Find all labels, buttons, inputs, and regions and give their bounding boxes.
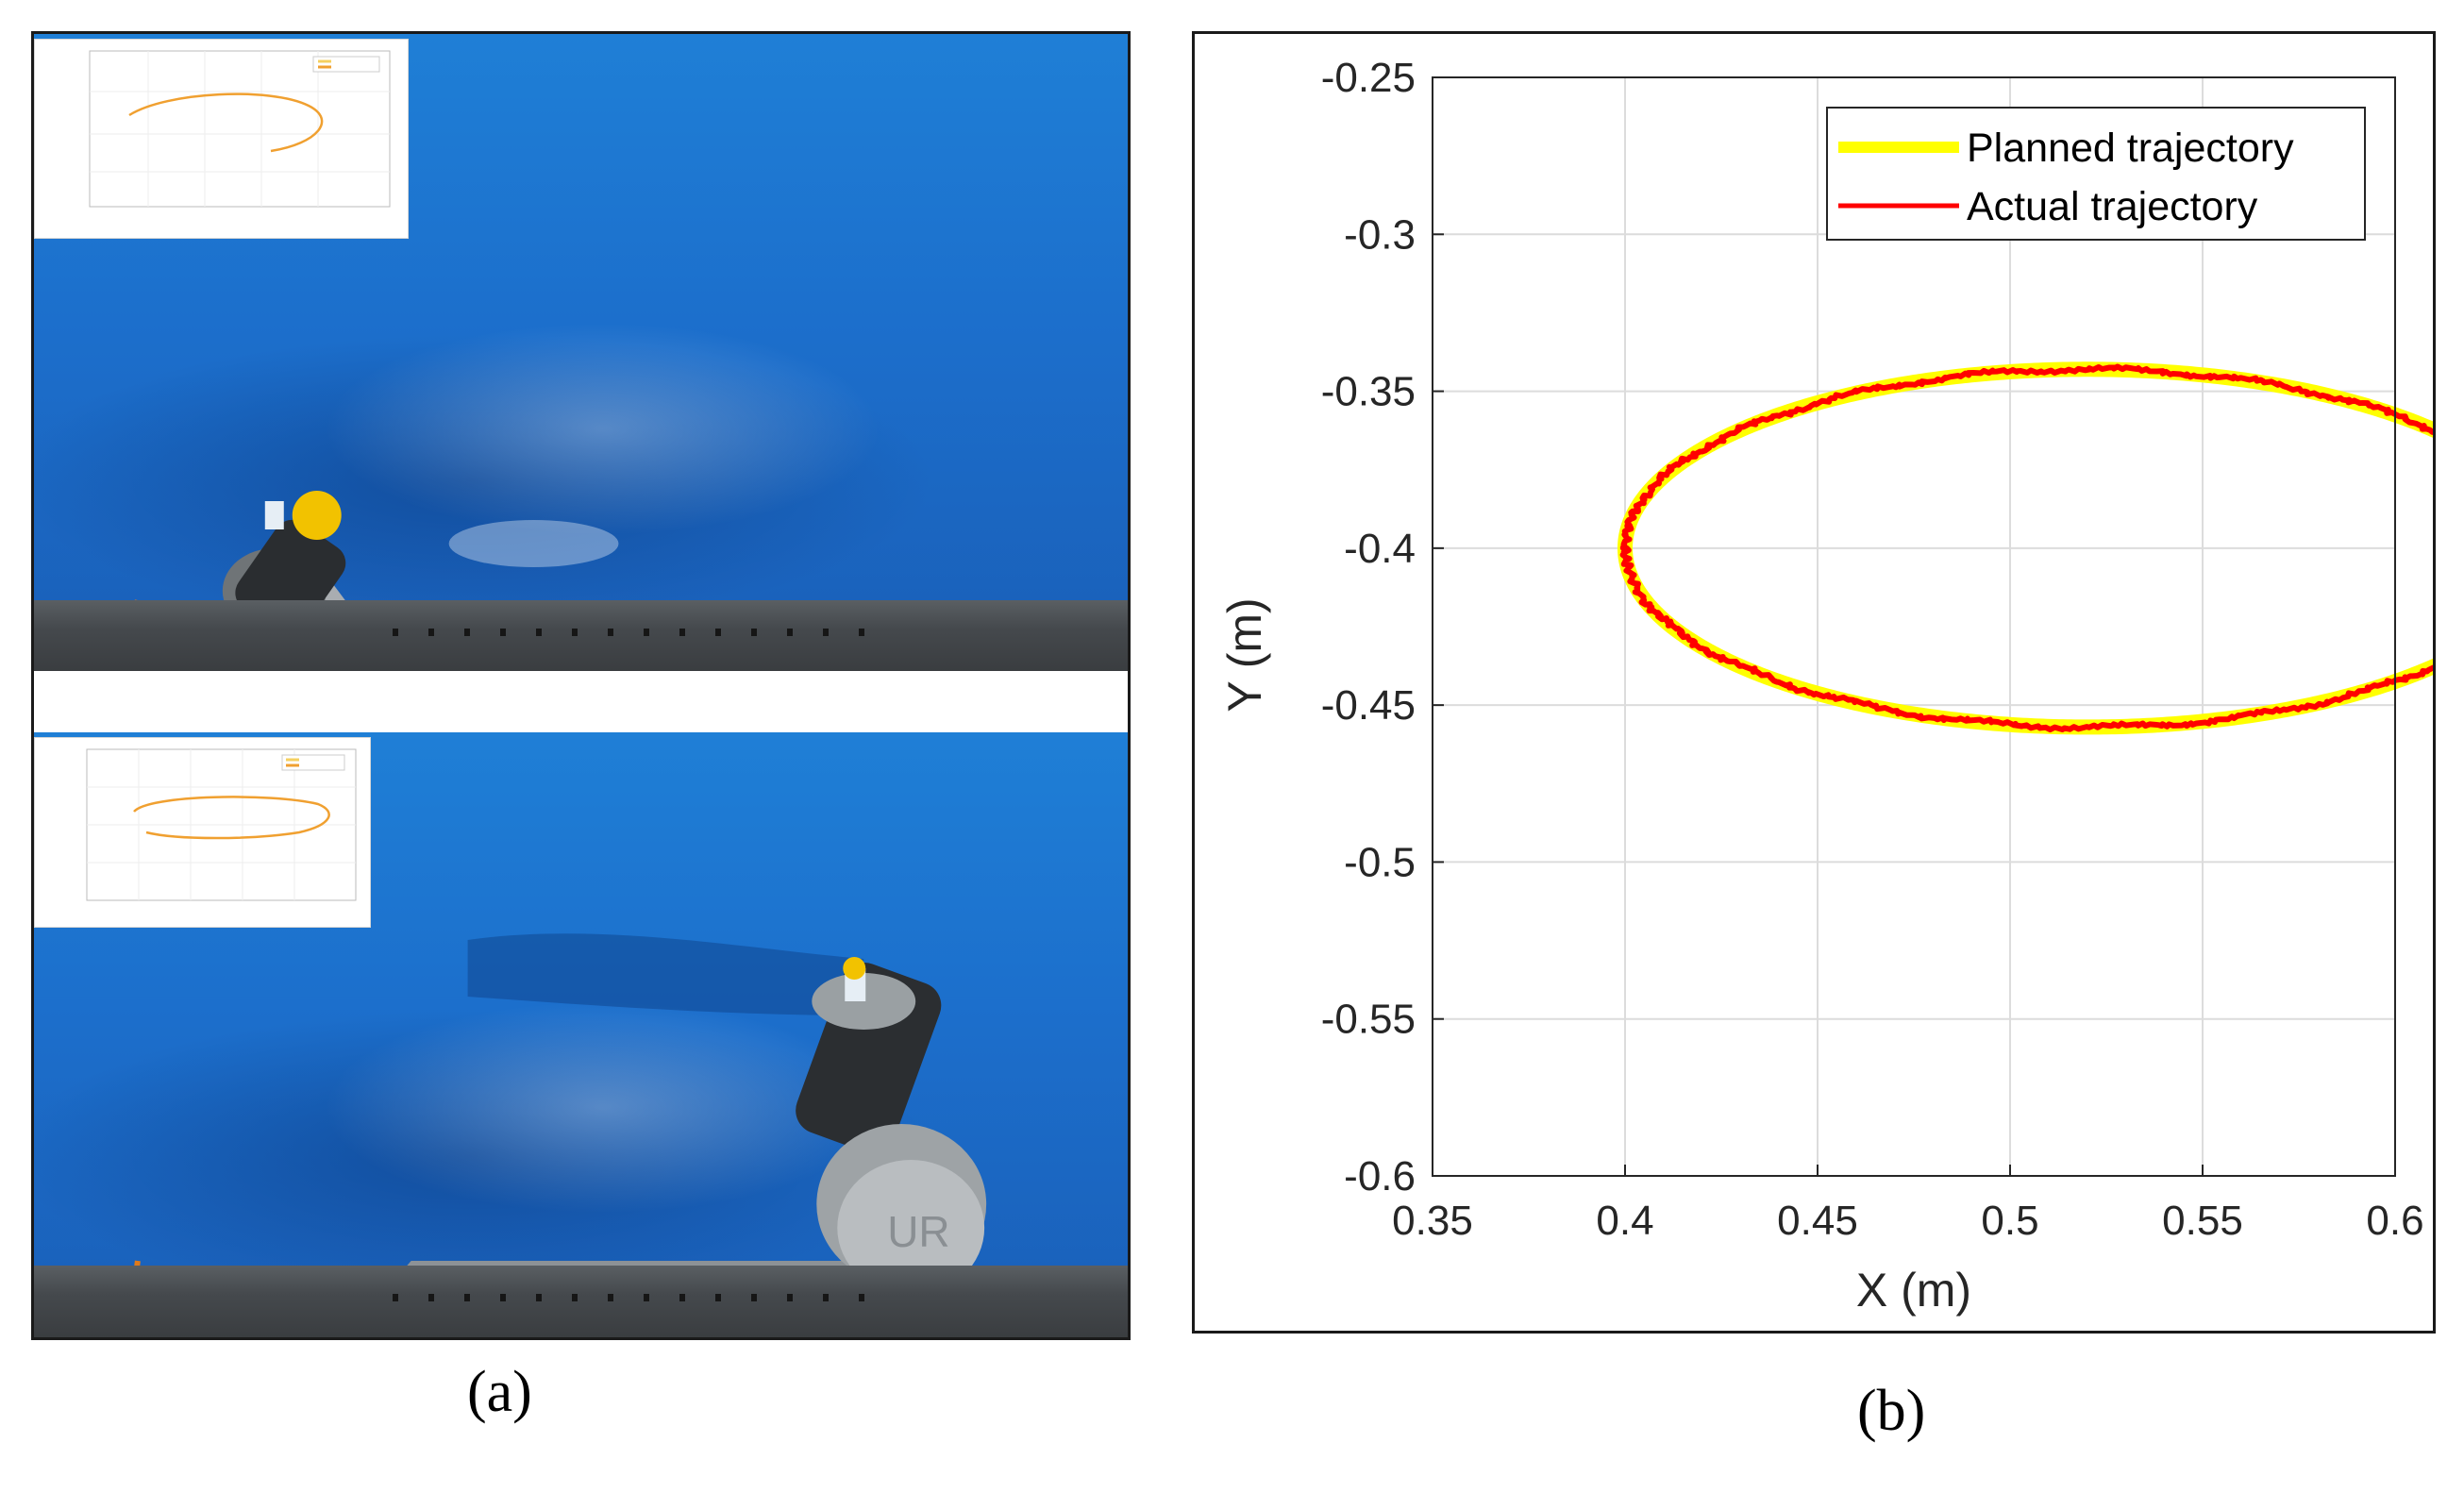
series-layer [1618, 361, 2433, 735]
actual-trajectory-line [1619, 363, 2433, 733]
steel-rail [34, 1266, 1128, 1337]
x-axis-title: X (m) [1856, 1264, 1971, 1317]
robot-photo-top [34, 34, 1128, 671]
caption-b: (b) [1857, 1379, 1926, 1443]
legend-box [1826, 107, 2366, 241]
x-tick-label: 0.55 [2162, 1198, 2243, 1244]
x-tick-label: 0.45 [1777, 1198, 1858, 1244]
legend-label-planned: Planned trajectory [1967, 126, 2294, 171]
steel-rail [34, 600, 1128, 671]
caption-a: (a) [467, 1360, 532, 1424]
y-tick-label: -0.6 [1344, 1153, 1416, 1199]
inset-trajectory-plot-bottom [34, 737, 371, 928]
y-tick-label: -0.25 [1321, 55, 1416, 101]
panel-divider [34, 671, 1128, 735]
y-tick-label: -0.4 [1344, 526, 1416, 572]
y-tick-label: -0.45 [1321, 682, 1416, 729]
x-tick-label: 0.4 [1596, 1198, 1653, 1244]
ticks: 0.35 0.4 0.45 0.5 0.55 0.6 -0.6 -0.55 -0.5 -0.45 -… [1321, 55, 2424, 1244]
y-tick-label: -0.55 [1321, 997, 1416, 1043]
inset-trajectory-plot-top [34, 39, 409, 239]
robot-photo-bottom: UR [34, 732, 1128, 1337]
svg-text:UR: UR [887, 1207, 949, 1256]
y-tick-label: -0.35 [1321, 369, 1416, 415]
legend: Planned trajectory Actual trajectory [1826, 107, 2366, 241]
x-tick-label: 0.5 [1981, 1198, 2038, 1244]
trajectory-chart-panel: 0.35 0.4 0.45 0.5 0.55 0.6 -0.6 -0.55 -0.5 -0.45 -… [1192, 31, 2436, 1334]
grid [1432, 76, 2396, 1177]
photo-panel: UR [31, 31, 1131, 1340]
y-tick-label: -0.5 [1344, 839, 1416, 885]
plot-frame [1432, 76, 2396, 1177]
y-axis-title: Y (m) [1218, 597, 1271, 712]
legend-label-actual: Actual trajectory [1967, 184, 2258, 229]
trajectory-chart: 0.35 0.4 0.45 0.5 0.55 0.6 -0.6 -0.55 -0.5 -0.45 -… [1218, 55, 2433, 1317]
x-tick-label: 0.6 [2366, 1198, 2423, 1244]
y-tick-label: -0.3 [1344, 211, 1416, 258]
x-tick-label: 0.35 [1392, 1198, 1473, 1244]
